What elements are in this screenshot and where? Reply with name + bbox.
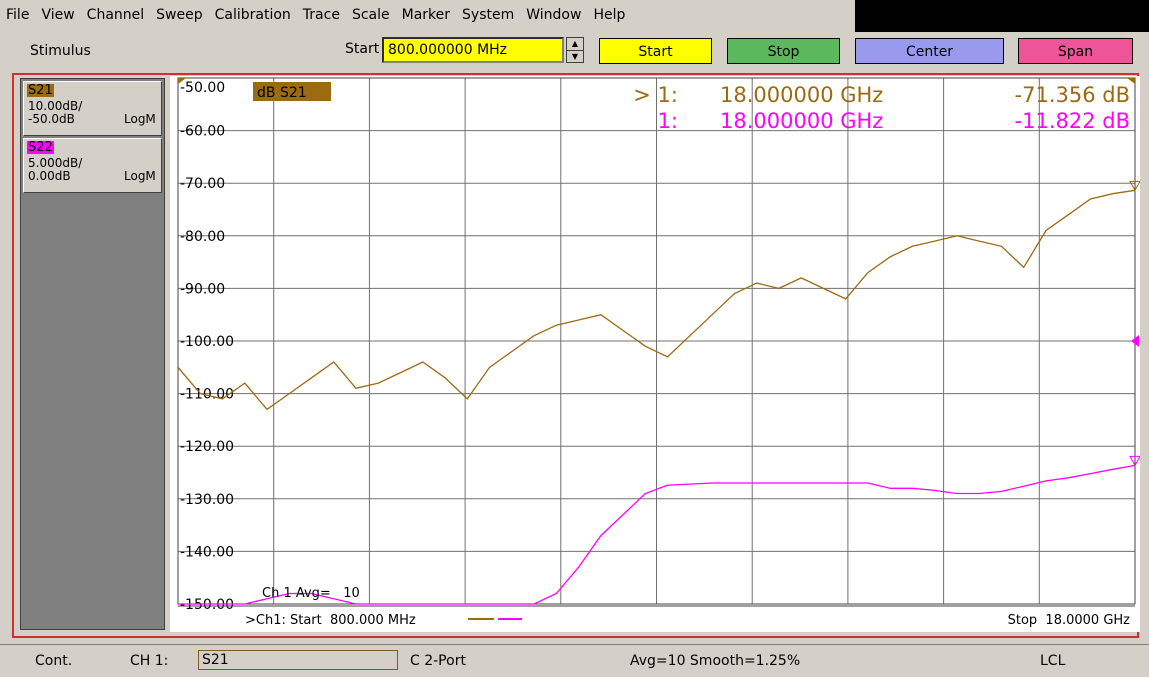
menu-item[interactable]: Help [593,7,626,23]
trace-reference: -50.0dB [28,112,75,126]
trace-line [178,464,1136,605]
menu-item[interactable]: Scale [351,7,390,23]
status-trace[interactable]: S21 [198,650,398,670]
trace-panel: S21 10.00dB/-50.0dB LogM S22 5.000dB/0.00dB L… [20,78,165,630]
marker-response: -11.822 dB [1015,109,1130,133]
trace-button[interactable]: S22 5.000dB/0.00dB LogM [23,138,162,193]
trace-scale: 5.000dB/ [28,156,83,170]
trace-name: S22 [27,140,54,155]
menu-item[interactable]: Marker [401,7,451,23]
start-input[interactable]: 800.000000 MHz [382,37,564,63]
trace-format: LogM [124,112,156,126]
plot-background [170,76,1140,632]
status-channel: CH 1: [130,653,169,669]
menu-item[interactable]: Sweep [156,7,203,23]
y-tick-label: -70.00 [180,176,225,192]
annotation: Ch 1 Avg= 10 [262,586,360,601]
menu-item[interactable]: File [6,7,30,23]
start-label: >Ch1: Start 800.000 MHz [245,613,416,628]
y-tick-label: -100.00 [180,334,234,350]
marker-label: 1: [658,109,678,133]
marker-response: -71.356 dB [1015,83,1130,107]
status-mode: Cont. [35,653,73,669]
menu-bar: File View Channel Sweep Calibration Trace Scal… [0,0,855,32]
y-tick-label: -130.00 [180,492,234,508]
trace-name: S21 [27,83,54,98]
plot: -50.00 -60.00 -70.00 -80.00 -90.00 -100.00 -11… [170,76,1140,632]
stimulus-label: Stimulus [30,43,91,59]
corner-arrow [178,78,186,84]
trace-scale: 10.00dB/ [28,99,83,113]
marker-stimulus: 18.000000 GHz [720,83,883,107]
y-tick-label: -150.00 [180,597,234,613]
trace-label: dB S21 [257,85,307,101]
menu-item[interactable]: Channel [86,7,145,23]
menu-item[interactable]: System [462,7,515,23]
y-tick-label: -140.00 [180,544,234,560]
y-tick-label: -60.00 [180,124,225,140]
main-area: S21 10.00dB/-50.0dB LogM S22 5.000dB/0.00dB L… [0,70,1149,644]
y-tick-label: -120.00 [180,439,234,455]
menu-item[interactable]: Trace [302,7,340,23]
menu-item[interactable]: Window [526,7,582,23]
status-bar: Cont. CH 1: S21 C 2-Port Avg=10 Smooth=1… [0,644,1149,677]
corner-arrow [1127,78,1135,84]
toolbar-button[interactable]: Span [1018,38,1133,64]
toolbar-button[interactable]: Start [599,38,712,64]
marker-triangle [1129,180,1140,192]
trace-reference: 0.00dB [28,169,71,183]
reference-arrow [1131,335,1139,347]
toolbar-button[interactable]: Stop [727,38,840,64]
toolbar: Stimulus Start 800.000000 MHz ▲ ▼ Start S… [0,32,1149,70]
menu-item[interactable]: Calibration [214,7,291,23]
toolbar-button[interactable]: Center [855,38,1004,64]
status-averaging: Avg=10 Smooth=1.25% [630,653,801,669]
stop-label: Stop 18.0000 GHz [1008,613,1131,628]
spinner[interactable]: ▲ ▼ [566,37,584,63]
marker-label: > 1: [633,83,678,107]
trace-line [177,189,1136,411]
y-tick-label: -80.00 [180,229,225,245]
trace-format: LogM [124,169,156,183]
field-label: Start [345,41,380,57]
menu-item[interactable]: View [41,7,75,23]
y-tick-label: -50.00 [180,80,225,96]
marker-stimulus: 18.000000 GHz [720,109,883,133]
trace-button[interactable]: S21 10.00dB/-50.0dB LogM [23,81,162,136]
status-cal: C 2-Port [410,653,466,669]
marker-triangle [1129,455,1140,467]
trace-label-box [253,82,331,101]
status-remote: LCL [1040,653,1066,669]
y-tick-label: -90.00 [180,281,225,297]
